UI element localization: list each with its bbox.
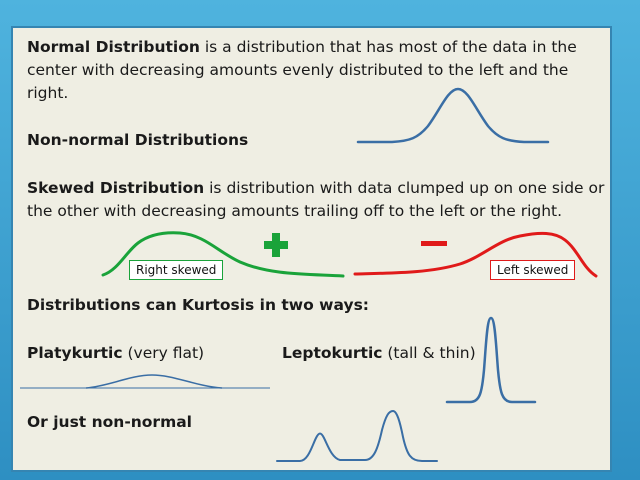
- non-normal-heading-text: Non-normal Distributions: [27, 131, 249, 149]
- left-skewed-label: Left skewed: [490, 260, 576, 280]
- skewed-term: Skewed Distribution: [27, 179, 205, 197]
- right-skewed-curve: [101, 231, 345, 278]
- just-non-normal: Or just non-normal: [27, 411, 192, 434]
- leptokurtic-desc: (tall & thin): [382, 344, 476, 362]
- normal-curve: [356, 87, 550, 144]
- skewed-line-1-rest: is distribution with data clumped up on …: [204, 179, 605, 197]
- slide-content: [11, 26, 612, 472]
- platykurtic-term: Platykurtic: [27, 344, 123, 362]
- bimodal-curve: [276, 409, 438, 462]
- normal-line-1: Normal Distribution is a distribution th…: [27, 36, 577, 59]
- kurtosis-heading: Distributions can Kurtosis in two ways:: [27, 294, 369, 317]
- kurtosis-heading-text: Distributions can Kurtosis in two ways:: [27, 296, 369, 314]
- platykurtic-curve: [85, 374, 223, 389]
- skewed-line-1: Skewed Distribution is distribution with…: [27, 177, 604, 200]
- non-normal-heading: Non-normal Distributions: [27, 129, 248, 152]
- platykurtic-label: Platykurtic (very flat): [27, 342, 204, 365]
- platykurtic-desc: (very flat): [122, 344, 205, 362]
- right-skewed-label: Right skewed: [129, 260, 224, 280]
- plus-icon: [264, 233, 288, 257]
- leptokurtic-label: Leptokurtic (tall & thin): [282, 342, 476, 365]
- left-skewed-curve: [353, 231, 598, 278]
- normal-line-3: right.: [27, 84, 69, 102]
- just-non-normal-text: Or just non-normal: [27, 413, 192, 431]
- normal-term: Normal Distribution: [27, 38, 200, 56]
- normal-line-2: center with decreasing amounts evenly di…: [27, 61, 569, 79]
- skewed-line-2: the other with decreasing amounts traili…: [27, 202, 563, 220]
- normal-line-1-rest: is a distribution that has most of the d…: [199, 38, 577, 56]
- leptokurtic-term: Leptokurtic: [282, 344, 383, 362]
- leptokurtic-curve: [445, 316, 537, 404]
- minus-icon: [421, 241, 447, 246]
